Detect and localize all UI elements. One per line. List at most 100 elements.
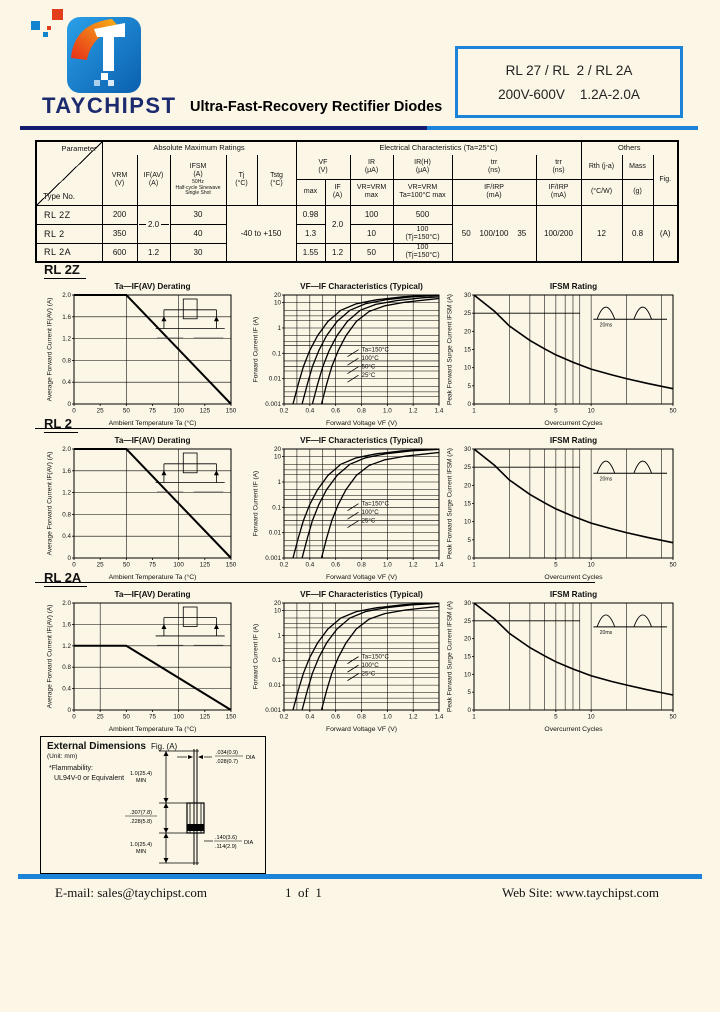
svg-text:0.8: 0.8 xyxy=(62,511,71,518)
svg-text:0.4: 0.4 xyxy=(62,533,71,540)
svg-text:Peak Forward Surge Current IF: Peak Forward Surge Current IFSM (A) xyxy=(447,448,454,559)
svg-text:Ta—IF(AV) Derating: Ta—IF(AV) Derating xyxy=(114,436,190,445)
svg-text:1.6: 1.6 xyxy=(62,314,71,321)
dim-lead-length-top-min: MIN xyxy=(136,778,146,784)
svg-text:Average Forward Current IF(AV: Average Forward Current IF(AV) (A) xyxy=(47,452,54,556)
svg-text:75: 75 xyxy=(149,562,157,569)
group-others: Others xyxy=(580,140,679,155)
svg-text:Average Forward Current IF(AV: Average Forward Current IF(AV) (A) xyxy=(47,605,54,709)
svg-text:0.01: 0.01 xyxy=(269,682,282,689)
svg-text:0: 0 xyxy=(467,401,471,408)
th-vf: VF (V) xyxy=(295,155,351,180)
chart-derating-rl2a: 0 25 50 75 100 125 150 0 0.4 0.8 1.2 1.6 2.0 Ambient … xyxy=(47,590,237,733)
svg-text:IFSM Rating: IFSM Rating xyxy=(550,436,597,445)
taychipst-logo xyxy=(67,17,141,93)
svg-text:100: 100 xyxy=(173,562,184,569)
svg-text:100: 100 xyxy=(173,714,184,721)
svg-text:5: 5 xyxy=(554,562,558,569)
svg-text:Ambient Temperature Ta (°C): Ambient Temperature Ta (°C) xyxy=(109,573,197,581)
svg-text:0.001: 0.001 xyxy=(265,401,281,408)
svg-text:Overcurrent Cycles: Overcurrent Cycles xyxy=(544,726,603,733)
svg-text:10: 10 xyxy=(464,671,472,678)
svg-text:Overcurrent Cycles: Overcurrent Cycles xyxy=(544,574,603,581)
svg-text:Average Forward Current IF(AV: Average Forward Current IF(AV) (A) xyxy=(47,298,54,402)
part-numbers: RL 27 / RL 2 / RL 2A xyxy=(505,62,633,78)
decor-pixel-red-small xyxy=(47,26,51,30)
dims-note-flammability: *Flammability: xyxy=(49,765,93,772)
svg-text:20: 20 xyxy=(464,482,472,489)
chart-derating-rl2z: 0 25 50 75 100 125 150 0 0.4 0.8 1.2 1.6 2.0 Ambient … xyxy=(47,282,237,427)
svg-text:125: 125 xyxy=(200,408,211,415)
decor-pixel-blue xyxy=(31,21,40,30)
svg-text:50: 50 xyxy=(123,408,131,415)
svg-text:Peak Forward Surge Current IF: Peak Forward Surge Current IFSM (A) xyxy=(447,294,454,405)
logo-letter-t xyxy=(94,23,125,71)
svg-text:25: 25 xyxy=(464,618,472,625)
footer-website[interactable]: Web Site: www.taychipst.com xyxy=(502,885,659,900)
cell-tj-tstg: -40 to +150 xyxy=(225,204,297,263)
svg-text:10: 10 xyxy=(464,519,472,526)
svg-text:0.1: 0.1 xyxy=(272,350,281,357)
svg-text:50: 50 xyxy=(669,408,677,415)
footer-email[interactable]: E-mail: sales@taychipst.com xyxy=(55,885,208,900)
dim-lead-length-bottom-min: MIN xyxy=(136,849,146,855)
svg-text:Forward Current IF (A): Forward Current IF (A) xyxy=(253,471,260,536)
dim-body-dia-max: .140(3.6) xyxy=(215,835,237,841)
svg-text:1.2: 1.2 xyxy=(409,408,418,415)
dims-fig-label: Fig. (A) xyxy=(151,742,178,751)
th-if: IF (A) xyxy=(324,178,351,206)
svg-text:0.6: 0.6 xyxy=(331,562,340,569)
svg-text:Ta=150°C: Ta=150°C xyxy=(362,347,390,354)
svg-text:1: 1 xyxy=(277,632,281,639)
svg-text:0: 0 xyxy=(467,707,471,714)
dim-lead-dia-max: .034(0.9) xyxy=(216,750,238,756)
svg-text:0.8: 0.8 xyxy=(357,714,366,721)
svg-text:50: 50 xyxy=(669,562,677,569)
corner-type-no: Type No. xyxy=(43,191,76,201)
svg-text:25: 25 xyxy=(464,464,472,471)
section-label-rl2a: RL 2A xyxy=(44,570,88,587)
svg-text:1: 1 xyxy=(472,562,476,569)
cell-trr2: 100/200 xyxy=(535,204,582,263)
th-ifsm-label: IFSM (A) xyxy=(189,163,207,179)
cathode-band xyxy=(187,824,204,831)
svg-text:Forward Current IF (A): Forward Current IF (A) xyxy=(253,624,260,689)
svg-text:1.2: 1.2 xyxy=(62,490,71,497)
svg-text:25: 25 xyxy=(97,562,105,569)
svg-text:Ta=150°C: Ta=150°C xyxy=(362,501,390,508)
svg-text:20ms: 20ms xyxy=(600,476,613,482)
svg-text:0: 0 xyxy=(67,555,71,562)
corner-parameter: Parameter xyxy=(61,144,97,153)
svg-text:0: 0 xyxy=(72,562,76,569)
group-electrical-characteristics: Electrical Characteristics (Ta=25°C) xyxy=(295,140,582,155)
cell-ir: 50 xyxy=(349,242,394,263)
svg-text:10: 10 xyxy=(274,300,282,307)
th-ifsm: IFSM (A) 50Hz Half-cycle Sinewave Single… xyxy=(169,155,227,206)
svg-text:20: 20 xyxy=(464,328,472,335)
cell-type: RL 2 xyxy=(35,223,103,244)
group-absolute-maximum-ratings: Absolute Maximum Ratings xyxy=(101,140,297,155)
dim-lead-dia-min: .028(0.7) xyxy=(216,759,238,765)
dim-lead-length-top: 1.0(25.4) xyxy=(130,771,152,777)
cell-irh: 100 (Tj=150°C) xyxy=(392,242,453,263)
svg-text:75: 75 xyxy=(149,408,157,415)
svg-text:2.0: 2.0 xyxy=(62,600,71,607)
cell-vrm: 600 xyxy=(101,242,138,263)
svg-text:20: 20 xyxy=(464,636,472,643)
svg-text:50: 50 xyxy=(123,562,131,569)
svg-text:150: 150 xyxy=(226,408,237,415)
svg-text:1.2: 1.2 xyxy=(409,714,418,721)
dims-drawing: 1.0(25.4) MIN .307(7.8) .228(5.8) 1.0(25… xyxy=(125,749,256,865)
svg-text:1.2: 1.2 xyxy=(62,336,71,343)
th-ir: IR (μA) xyxy=(349,155,394,180)
svg-text:Forward Voltage VF (V): Forward Voltage VF (V) xyxy=(326,420,397,427)
th-irh: IR(H) (μA) xyxy=(392,155,453,180)
svg-text:VF—IF Characteristics (Typica: VF—IF Characteristics (Typical) xyxy=(300,436,423,445)
dims-title: External Dimensions xyxy=(47,741,146,752)
svg-text:20: 20 xyxy=(274,292,282,299)
dim-body-length-max: .307(7.8) xyxy=(130,810,152,816)
corner-cell: Parameter Type No. xyxy=(35,140,103,206)
cell-if: 1.2 xyxy=(324,242,351,263)
